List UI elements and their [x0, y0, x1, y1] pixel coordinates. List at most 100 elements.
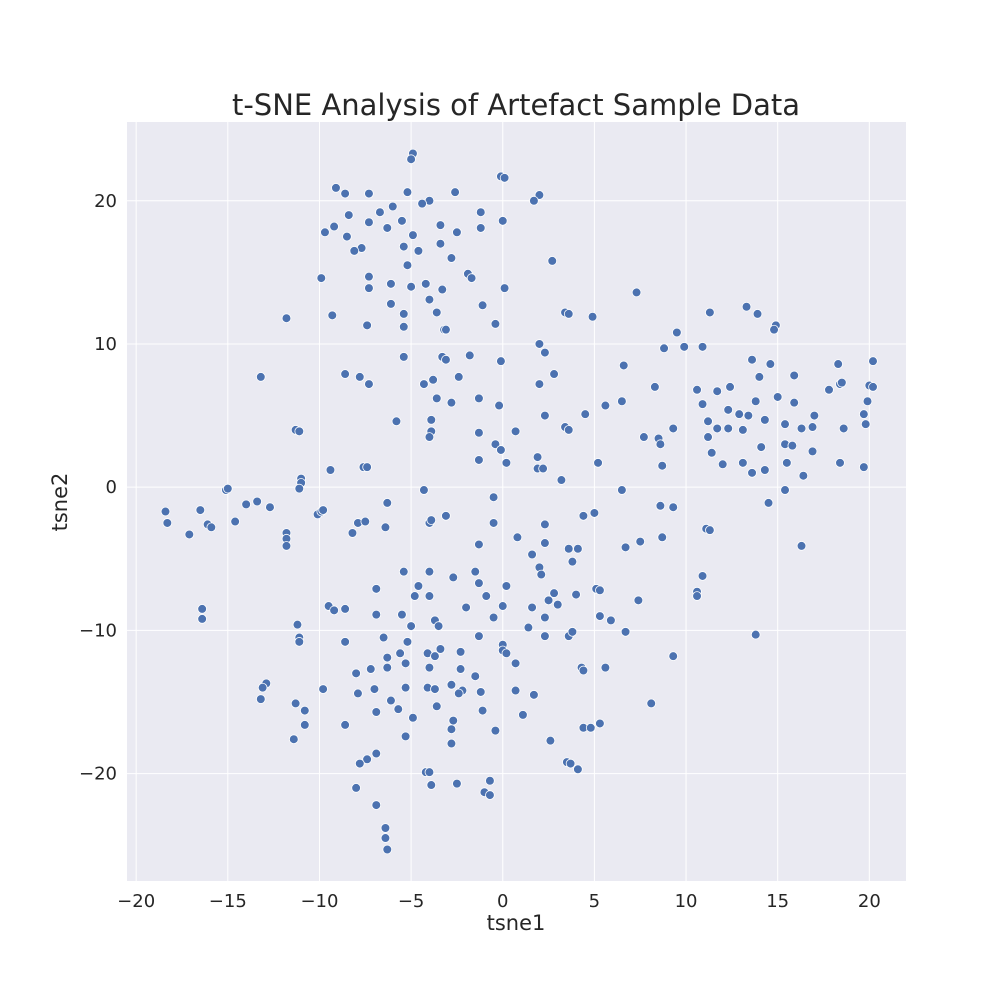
- scatter-point: [563, 309, 574, 319]
- scatter-point: [807, 446, 818, 457]
- scatter-point: [160, 506, 171, 517]
- y-tick-label: 0: [106, 477, 117, 498]
- scatter-point: [162, 518, 173, 528]
- scatter-point: [760, 415, 770, 425]
- scatter-point: [510, 685, 521, 696]
- scatter-point: [475, 207, 486, 218]
- scatter-point: [299, 705, 310, 716]
- scatter-point: [420, 279, 431, 289]
- x-tick-label: −10: [300, 891, 338, 912]
- scatter-point: [639, 432, 649, 442]
- x-tick-label: 15: [766, 891, 789, 912]
- scatter-point: [617, 485, 627, 495]
- scatter-point: [600, 662, 611, 673]
- scatter-point: [593, 458, 603, 468]
- scatter-point: [585, 722, 596, 733]
- scatter-point: [380, 522, 391, 533]
- scatter-point: [540, 631, 550, 641]
- scatter-point: [833, 359, 843, 369]
- scatter-point: [360, 516, 371, 527]
- scatter-point: [567, 556, 578, 567]
- scatter-point: [540, 519, 550, 530]
- scatter-point: [734, 409, 745, 419]
- y-tick-label: −10: [79, 620, 117, 641]
- chart-title: t-SNE Analysis of Artefact Sample Data: [232, 88, 800, 122]
- scatter-point: [464, 350, 475, 361]
- scatter-point: [230, 516, 240, 527]
- scatter-point: [402, 187, 413, 197]
- scatter-point: [382, 652, 393, 663]
- scatter-point: [712, 386, 723, 397]
- scatter-point: [387, 201, 398, 212]
- scatter-point: [723, 405, 734, 415]
- scatter-point: [838, 423, 849, 434]
- scatter-point: [354, 372, 365, 382]
- scatter-point: [400, 658, 411, 669]
- scatter-point: [589, 508, 600, 518]
- scatter-point: [431, 307, 442, 318]
- scatter-point: [382, 498, 393, 508]
- scatter-point: [386, 695, 396, 706]
- scatter-point: [668, 423, 679, 434]
- scatter-point: [402, 260, 413, 271]
- scatter-point: [485, 790, 495, 800]
- scatter-point: [318, 505, 328, 515]
- scatter-point: [424, 294, 435, 305]
- scatter-point: [195, 505, 206, 515]
- scatter-point: [769, 324, 779, 335]
- scatter-point: [725, 382, 735, 392]
- scatter-point: [657, 532, 668, 543]
- scatter-point: [223, 483, 233, 494]
- scatter-point: [294, 426, 305, 437]
- scatter-point: [474, 631, 484, 641]
- scatter-point: [398, 352, 409, 362]
- scatter-point: [787, 440, 798, 451]
- scatter-point: [527, 549, 537, 560]
- scatter-point: [705, 307, 715, 318]
- scatter-point: [789, 397, 799, 408]
- scatter-point: [453, 688, 464, 699]
- x-tick-label: 0: [497, 891, 508, 912]
- scatter-point: [408, 230, 418, 240]
- scatter-point: [595, 611, 605, 621]
- scatter-point: [281, 313, 292, 323]
- scatter-point: [600, 400, 611, 411]
- scatter-point: [659, 343, 669, 354]
- scatter-point: [371, 707, 382, 717]
- scatter-point: [595, 585, 605, 596]
- scatter-point: [532, 452, 543, 462]
- scatter-point: [398, 241, 409, 252]
- scatter-point: [455, 664, 466, 674]
- x-tick-label: 5: [589, 891, 600, 912]
- scatter-point: [578, 511, 589, 521]
- scatter-point: [868, 382, 878, 392]
- scatter-point: [754, 372, 765, 382]
- scatter-point: [752, 309, 763, 319]
- scatter-point: [705, 525, 715, 535]
- scatter-point: [534, 339, 545, 349]
- scatter-point: [294, 637, 305, 647]
- scatter-point: [448, 715, 459, 726]
- y-axis-ticks: −20 −10 0 10 20: [79, 191, 117, 785]
- scatter-point: [512, 532, 523, 543]
- scatter-point: [552, 599, 563, 610]
- scatter-point: [543, 595, 554, 606]
- scatter-point: [329, 221, 339, 232]
- scatter-point: [646, 698, 657, 709]
- scatter-point: [281, 541, 292, 551]
- scatter-point: [398, 309, 409, 319]
- scatter-point: [717, 459, 728, 470]
- scatter-point: [580, 409, 591, 419]
- scatter-point: [397, 216, 407, 226]
- scatter-point: [435, 644, 446, 654]
- scatter-point: [294, 483, 305, 494]
- scatter-point: [772, 392, 783, 402]
- scatter-point: [340, 369, 350, 379]
- scatter-point: [618, 360, 629, 371]
- scatter-point: [859, 462, 869, 472]
- scatter-point: [433, 621, 444, 631]
- scatter-point: [386, 299, 396, 309]
- scatter-point: [382, 844, 393, 855]
- scatter-point: [571, 589, 581, 600]
- scatter-point: [556, 475, 567, 485]
